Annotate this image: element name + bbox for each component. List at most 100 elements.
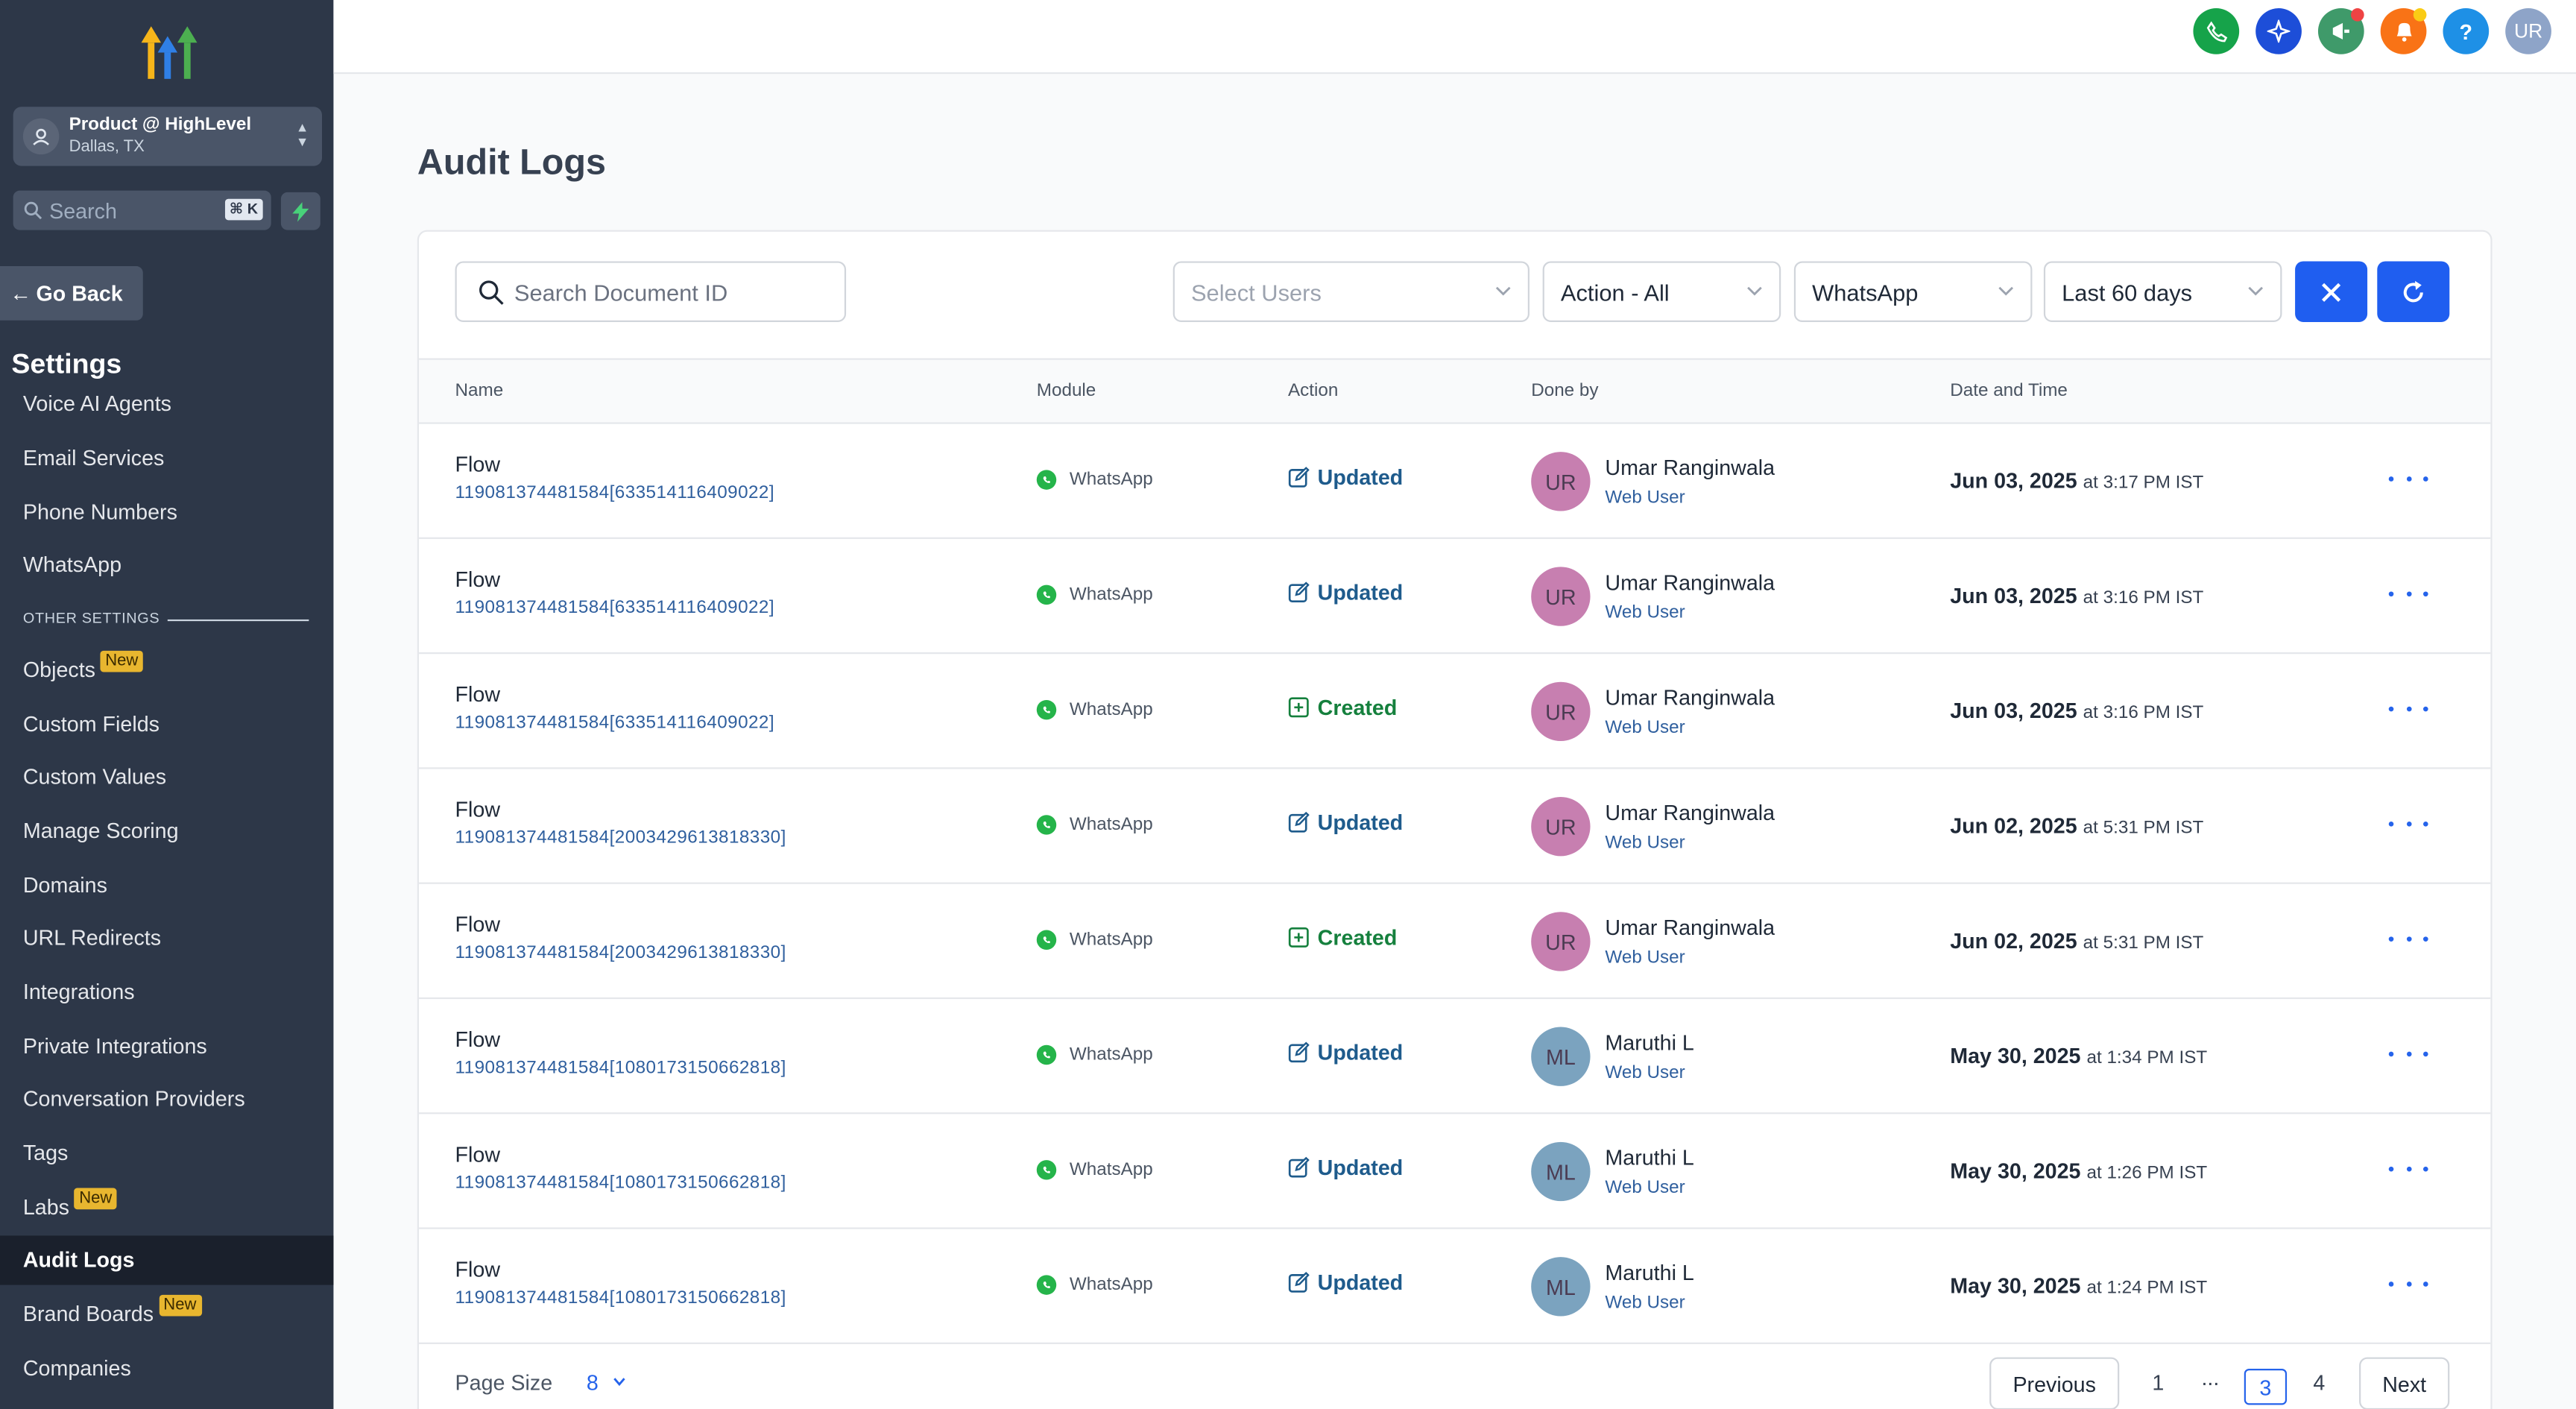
row-module: WhatsApp xyxy=(1069,1275,1153,1295)
page-3-button[interactable]: 3 xyxy=(2244,1368,2288,1405)
search-shortcut: ⌘ K xyxy=(224,198,263,221)
row-name-cell: Flow 119081374481584[2003429613818330] xyxy=(455,797,786,848)
sidebar-item-label: Objects xyxy=(22,657,96,682)
sidebar-item-tags[interactable]: Tags xyxy=(22,1140,69,1165)
avatar-initials: UR xyxy=(2513,19,2543,43)
sidebar-item-domains[interactable]: Domains xyxy=(22,872,107,898)
action-select[interactable]: Action - All xyxy=(1542,261,1781,322)
action-select-value: Action - All xyxy=(1560,278,1670,305)
pagination-ellipsis: ... xyxy=(2201,1365,2220,1390)
table-footer: Page Size 8 Previous 1 ... 3 4 Next xyxy=(419,1343,2490,1409)
row-date-cell: Jun 03, 2025 at 3:16 PM IST xyxy=(1950,699,2203,723)
row-more-button[interactable] xyxy=(2388,1270,2428,1296)
phone-button[interactable] xyxy=(2193,8,2240,54)
notifications-button[interactable] xyxy=(2380,8,2427,54)
next-page-button[interactable]: Next xyxy=(2359,1357,2450,1409)
table-row: Flow 119081374481584[1080173150662818] W… xyxy=(419,1229,2491,1344)
date-range-value: Last 60 days xyxy=(2062,278,2193,305)
row-more-button[interactable] xyxy=(2388,925,2428,951)
page-4-button[interactable]: 4 xyxy=(2313,1370,2326,1396)
sidebar-item-phone-numbers[interactable]: Phone Numbers xyxy=(22,499,177,525)
account-switcher[interactable]: Product @ HighLevel Dallas, TX ▲ ▼ xyxy=(13,107,322,166)
page-size-value: 8 xyxy=(586,1370,599,1396)
sidebar-item-brand-boards[interactable]: Brand Boards New xyxy=(0,1290,333,1339)
row-document-id[interactable]: 119081374481584[1080173150662818] xyxy=(455,1058,786,1078)
row-name-cell: Flow 119081374481584[1080173150662818] xyxy=(455,1257,786,1308)
top-bar: ? UR xyxy=(333,0,2576,75)
sidebar-item-manage-scoring[interactable]: Manage Scoring xyxy=(22,818,179,843)
row-user-name: Umar Ranginwala xyxy=(1605,455,1775,480)
row-more-button[interactable] xyxy=(2388,1155,2428,1181)
sidebar-item-custom-fields[interactable]: Custom Fields xyxy=(22,711,160,737)
announcements-button[interactable] xyxy=(2317,8,2364,54)
avatar: ML xyxy=(1531,1257,1591,1317)
user-avatar[interactable]: UR xyxy=(2505,8,2551,54)
row-date: May 30, 2025 xyxy=(1950,1043,2081,1068)
sidebar-item-companies[interactable]: Companies xyxy=(22,1355,131,1381)
row-time: at 1:26 PM IST xyxy=(2086,1163,2208,1183)
sidebar: Product @ HighLevel Dallas, TX ▲ ▼ Search… xyxy=(0,0,334,1409)
row-user-name: Umar Ranginwala xyxy=(1605,685,1775,710)
row-document-id[interactable]: 119081374481584[1080173150662818] xyxy=(455,1287,786,1308)
whatsapp-icon xyxy=(1036,584,1057,605)
row-document-id[interactable]: 119081374481584[2003429613818330] xyxy=(455,828,786,848)
more-dot xyxy=(2423,936,2428,941)
sidebar-item-labs[interactable]: Labs New xyxy=(0,1183,333,1232)
page-1-button[interactable]: 1 xyxy=(2152,1370,2165,1396)
row-name: Flow xyxy=(455,452,501,477)
sidebar-item-url-redirects[interactable]: URL Redirects xyxy=(22,924,162,950)
row-more-button[interactable] xyxy=(2388,1040,2428,1066)
edit-icon xyxy=(1288,1272,1310,1293)
chevron-down-icon xyxy=(1998,286,2014,296)
whatsapp-icon xyxy=(1036,1275,1057,1295)
row-more-button[interactable] xyxy=(2388,580,2428,606)
refresh-icon xyxy=(2403,280,2423,302)
sidebar-item-audit-logs[interactable]: Audit Logs xyxy=(0,1235,334,1285)
search-icon xyxy=(24,201,42,220)
more-dot xyxy=(2405,820,2411,826)
sidebar-item-conversation-providers[interactable]: Conversation Providers xyxy=(22,1085,245,1111)
more-dot xyxy=(2388,1165,2394,1171)
row-document-id[interactable]: 119081374481584[633514116409022] xyxy=(455,713,775,734)
sidebar-item-integrations[interactable]: Integrations xyxy=(22,979,135,1004)
help-button[interactable]: ? xyxy=(2443,8,2490,54)
page-size-select[interactable]: 8 xyxy=(587,1370,628,1395)
row-action: Updated xyxy=(1317,1040,1404,1065)
page-title: Audit Logs xyxy=(417,141,607,183)
refresh-button[interactable] xyxy=(2377,261,2450,322)
previous-page-button[interactable]: Previous xyxy=(1989,1357,2120,1409)
row-document-id[interactable]: 119081374481584[633514116409022] xyxy=(455,598,775,618)
document-search-input[interactable] xyxy=(514,278,827,305)
row-action: Updated xyxy=(1317,580,1404,605)
account-location: Dallas, TX xyxy=(69,138,145,157)
sidebar-item-voice-ai-agents[interactable]: Voice AI Agents xyxy=(22,391,172,416)
sidebar-search[interactable]: Search ⌘ K xyxy=(13,190,271,230)
notification-dot xyxy=(2413,8,2427,22)
sidebar-item-objects[interactable]: Objects New xyxy=(0,646,333,695)
row-document-id[interactable]: 119081374481584[633514116409022] xyxy=(455,482,775,503)
go-back-button[interactable]: ← Go Back xyxy=(0,266,143,321)
row-more-button[interactable] xyxy=(2388,695,2428,721)
sidebar-item-private-integrations[interactable]: Private Integrations xyxy=(22,1033,207,1059)
quick-actions-button[interactable] xyxy=(280,192,321,230)
users-select[interactable]: Select Users xyxy=(1172,261,1530,322)
row-date: Jun 02, 2025 xyxy=(1950,813,2077,839)
more-dot xyxy=(2405,590,2411,596)
table-row: Flow 119081374481584[2003429613818330] W… xyxy=(419,769,2491,884)
module-select[interactable]: WhatsApp xyxy=(1793,261,2033,322)
date-range-select[interactable]: Last 60 days xyxy=(2043,261,2282,322)
row-document-id[interactable]: 119081374481584[2003429613818330] xyxy=(455,943,786,963)
sidebar-item-custom-values[interactable]: Custom Values xyxy=(22,763,167,789)
sidebar-item-email-services[interactable]: Email Services xyxy=(22,445,165,470)
row-document-id[interactable]: 119081374481584[1080173150662818] xyxy=(455,1173,786,1194)
sidebar-item-whatsapp[interactable]: WhatsApp xyxy=(22,552,122,577)
row-more-button[interactable] xyxy=(2388,465,2428,491)
row-more-button[interactable] xyxy=(2388,810,2428,836)
row-user-role: Web User xyxy=(1605,488,1685,508)
document-search[interactable] xyxy=(455,261,847,322)
row-done-by-cell: ML Maruthi L Web User xyxy=(1531,1141,1694,1202)
row-date: May 30, 2025 xyxy=(1950,1273,2081,1299)
ai-assist-button[interactable] xyxy=(2255,8,2302,54)
clear-filters-button[interactable] xyxy=(2295,261,2368,322)
row-name: Flow xyxy=(455,796,501,822)
